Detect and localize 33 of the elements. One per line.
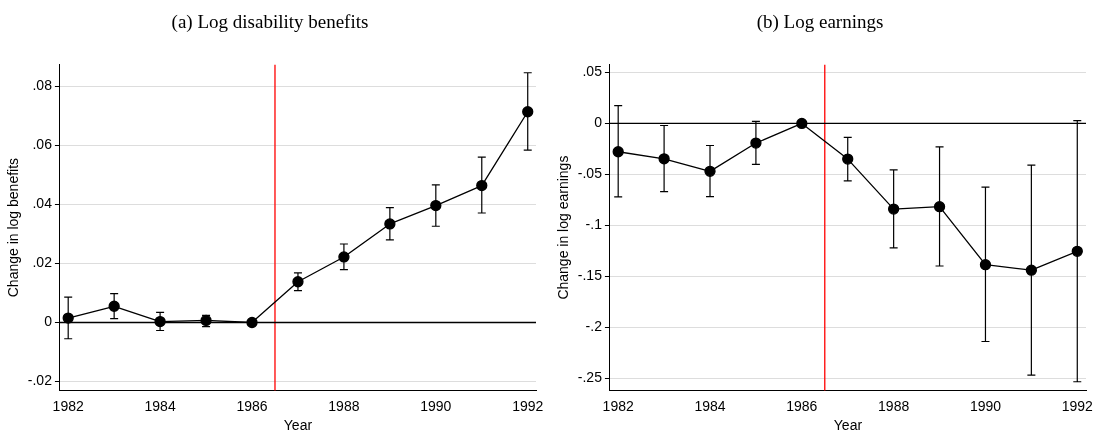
- x-tick-label: 1992: [512, 397, 544, 414]
- y-axis-title: Change in log earnings: [555, 155, 572, 300]
- x-tick-label: 1992: [1061, 397, 1094, 414]
- y-tick-label: -.02: [27, 372, 53, 389]
- y-tick-label: 0: [44, 313, 53, 330]
- x-tick-label: 1990: [969, 397, 1002, 414]
- x-tick-label: 1988: [878, 397, 910, 414]
- x-tick-label: 1986: [786, 397, 818, 414]
- x-tick-label: 1984: [144, 397, 176, 414]
- y-tick-label: .02: [32, 254, 53, 271]
- chart-title: (a) Log disability benefits: [171, 11, 369, 34]
- y-axis-title: Change in log benefits: [5, 157, 22, 298]
- x-axis-title: Year: [833, 417, 863, 434]
- y-tick-label: -.15: [577, 267, 603, 284]
- y-tick-label: .05: [582, 63, 603, 80]
- point: [246, 316, 258, 329]
- y-tick-label: .04: [32, 195, 53, 212]
- x-tick-label: 1986: [236, 397, 268, 414]
- x-tick-label: 1984: [694, 397, 726, 414]
- point: [796, 117, 808, 130]
- y-tick-label: -.2: [585, 318, 603, 335]
- x-tick-label: 1982: [602, 397, 634, 414]
- x-axis-title: Year: [283, 417, 313, 434]
- x-tick-label: 1990: [420, 397, 452, 414]
- y-tick-label: -.05: [577, 165, 603, 182]
- y-tick-label: -.1: [585, 216, 603, 233]
- y-tick-label: .08: [32, 77, 53, 94]
- x-tick-label: 1982: [52, 397, 84, 414]
- chart-title: (b) Log earnings: [756, 11, 884, 34]
- y-tick-label: -.25: [577, 369, 603, 386]
- y-tick-label: .06: [32, 136, 53, 153]
- y-tick-label: 0: [594, 114, 603, 131]
- x-tick-label: 1988: [328, 397, 360, 414]
